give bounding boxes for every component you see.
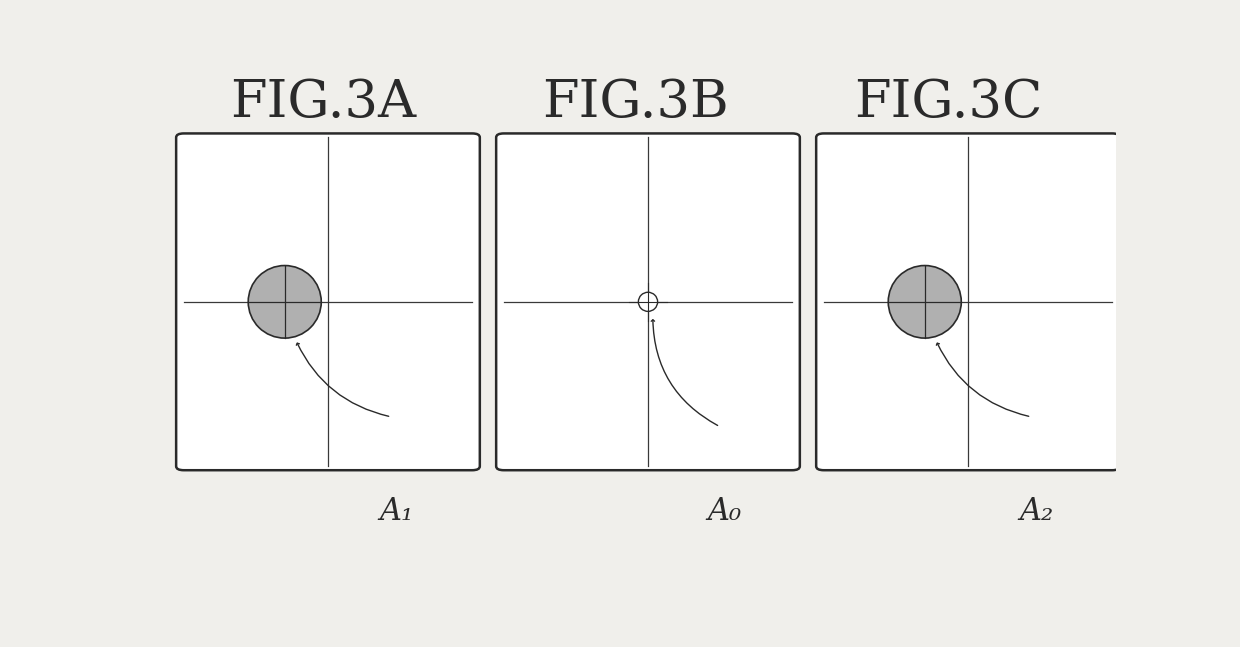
Ellipse shape bbox=[888, 265, 961, 338]
Text: FIG.3C: FIG.3C bbox=[853, 77, 1042, 128]
Ellipse shape bbox=[248, 265, 321, 338]
Text: A₁: A₁ bbox=[379, 496, 413, 527]
Text: FIG.3A: FIG.3A bbox=[231, 77, 417, 128]
Text: FIG.3B: FIG.3B bbox=[542, 77, 729, 128]
Text: A₀: A₀ bbox=[708, 496, 742, 527]
FancyBboxPatch shape bbox=[816, 133, 1120, 470]
Text: A₂: A₂ bbox=[1019, 496, 1053, 527]
Ellipse shape bbox=[639, 292, 657, 311]
FancyBboxPatch shape bbox=[176, 133, 480, 470]
FancyBboxPatch shape bbox=[496, 133, 800, 470]
